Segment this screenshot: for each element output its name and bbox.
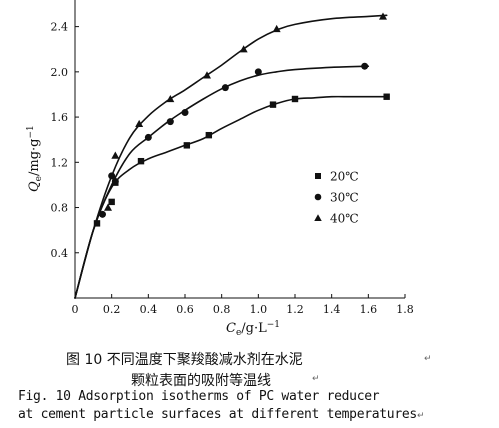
point-circle — [99, 210, 106, 218]
legend-label-circle: 30℃ — [330, 191, 359, 205]
legend-marker-square — [315, 173, 321, 179]
point-triangle — [111, 151, 120, 159]
y-tick-label: 2.0 — [51, 66, 69, 79]
legend-marker-circle — [314, 193, 322, 201]
legend-label-triangle: 40℃ — [330, 212, 359, 226]
axis-ticks: 0 0.2 0.4 0.6 0.8 1.0 1.2 1.4 1.6 1.8 0.4 0.8 1.2 1.6… — [51, 21, 414, 316]
legend-label-square: 20℃ — [330, 170, 359, 184]
point-circle — [166, 118, 174, 126]
curve-triangle — [74, 14, 388, 299]
plot-frame — [74, 0, 405, 299]
point-square — [183, 142, 191, 149]
edit-mark-3: ↵ — [417, 411, 425, 421]
point-circle — [108, 172, 116, 180]
y-axis-label: Qe/mg·g−1 — [26, 125, 44, 192]
data-points — [93, 12, 390, 227]
x-tick-label: 0.8 — [213, 303, 231, 316]
edit-mark-2: ↵ — [312, 374, 320, 384]
y-tick-label: 1.6 — [51, 111, 69, 124]
point-circle — [111, 178, 119, 186]
x-tick-label: 1.8 — [396, 303, 414, 316]
point-circle — [254, 68, 262, 76]
x-tick-label: 0.2 — [103, 303, 121, 316]
legend-marker-triangle — [314, 214, 322, 221]
point-triangle — [135, 119, 144, 128]
y-tick-label: 0.4 — [51, 247, 69, 260]
caption-zh-line1: 图 10 不同温度下聚羧酸减水剂在水泥 — [66, 352, 303, 368]
point-circle — [144, 133, 152, 141]
legend: 20℃ 30℃ 40℃ — [314, 170, 359, 226]
point-triangle — [239, 45, 248, 53]
y-tick-label: 2.4 — [51, 21, 69, 34]
point-circle — [361, 62, 369, 70]
caption-zh-line2: 颗粒表面的吸附等温线 — [131, 373, 271, 389]
point-circle — [181, 109, 189, 117]
x-tick-label: 1.2 — [286, 303, 304, 316]
x-tick-label: 1.0 — [250, 303, 268, 316]
point-triangle — [272, 24, 281, 33]
y-tick-label: 1.2 — [51, 156, 69, 169]
point-square — [108, 198, 115, 206]
caption-en-line1: Fig. 10 Adsorption isotherms of PC water… — [18, 389, 380, 404]
x-tick-label: 0 — [72, 303, 79, 316]
point-square — [383, 93, 390, 100]
edit-mark-1: ↵ — [424, 354, 432, 364]
x-tick-label: 1.6 — [360, 303, 378, 316]
point-triangle — [104, 203, 112, 211]
x-axis-label: Ce/g·L−1 — [226, 320, 280, 338]
point-triangle — [379, 12, 387, 20]
point-circle — [221, 84, 229, 92]
point-square — [291, 95, 299, 103]
y-tick-label: 0.8 — [51, 202, 69, 215]
x-tick-label: 0.4 — [140, 303, 158, 316]
point-square — [269, 101, 277, 108]
curve-circle — [74, 65, 370, 299]
point-triangle — [166, 94, 175, 103]
fitted-curves — [74, 14, 388, 299]
axis-labels: Ce/g·L−1 Qe/mg·g−1 — [26, 125, 280, 338]
curve-square — [74, 95, 388, 299]
x-tick-label: 0.6 — [176, 303, 194, 316]
caption-en-line2: at cement particle surfaces at different… — [18, 407, 417, 422]
point-square — [205, 131, 213, 139]
point-square — [137, 157, 145, 165]
point-triangle — [203, 71, 211, 79]
x-tick-label: 1.4 — [323, 303, 341, 316]
point-square — [93, 220, 101, 227]
